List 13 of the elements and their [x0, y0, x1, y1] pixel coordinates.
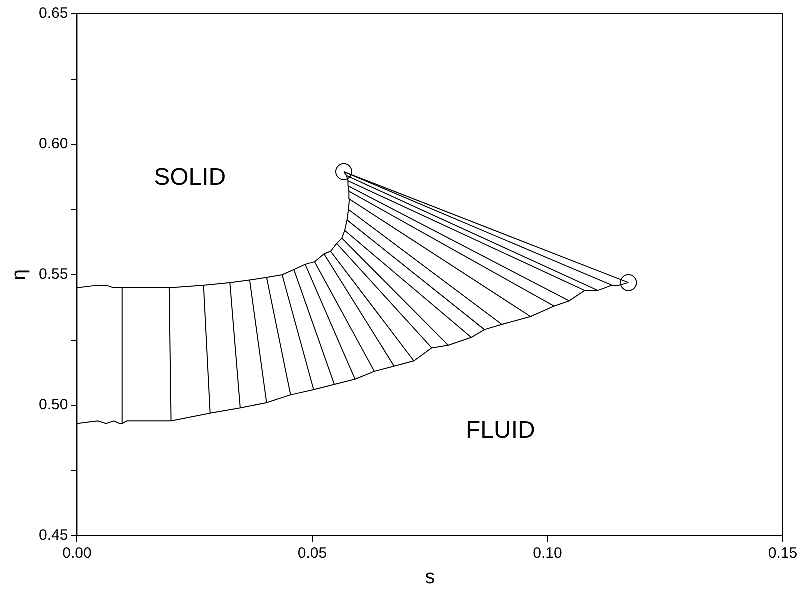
y-tick-label: 0.55 — [38, 266, 68, 284]
x-tick-label: 0.15 — [768, 545, 798, 562]
y-axis-title: η — [8, 269, 31, 281]
x-tick-label: 0.10 — [533, 545, 562, 562]
x-tick-label: 0.05 — [298, 545, 328, 562]
x-axis-title: s — [425, 566, 436, 589]
y-tick-label: 0.50 — [38, 396, 68, 414]
y-tick-label: 0.45 — [38, 527, 68, 544]
y-tick-label: 0.65 — [38, 5, 68, 22]
y-tick-label: 0.60 — [38, 136, 68, 153]
annotation: FLUID — [466, 417, 536, 444]
annotation: SOLID — [154, 164, 226, 192]
x-tick-label: 0.00 — [62, 545, 92, 562]
